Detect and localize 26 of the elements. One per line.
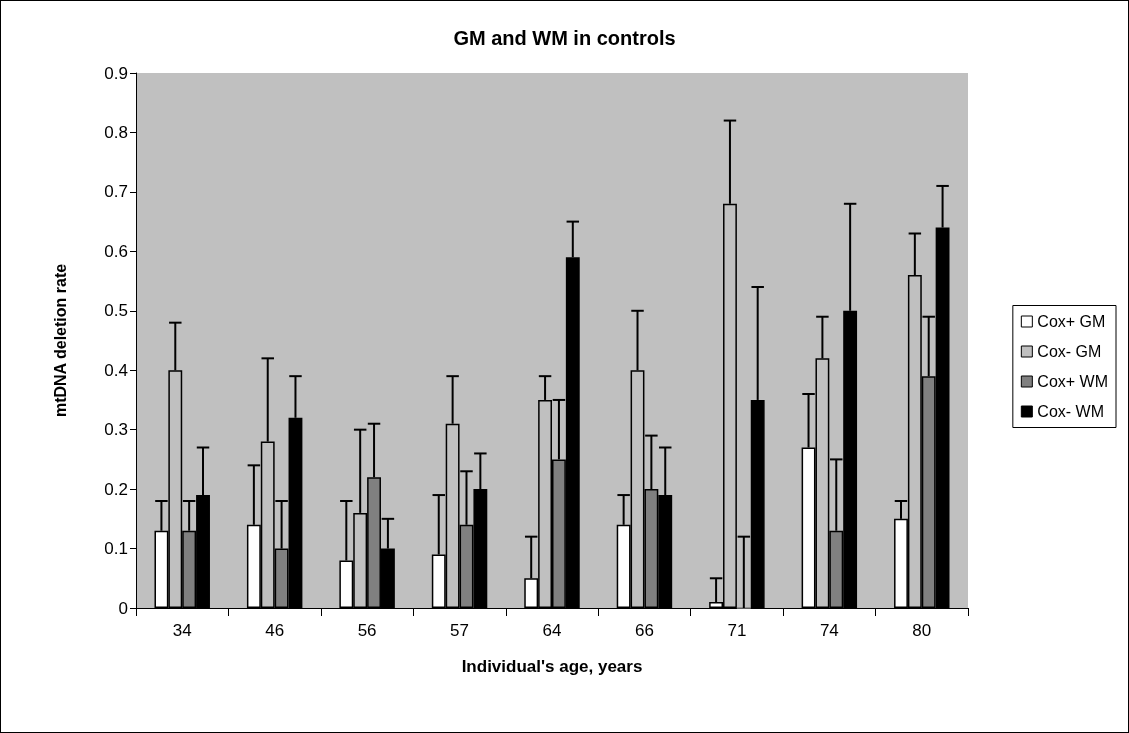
legend-label: Cox+ GM [1037,313,1106,330]
x-tick-label: 56 [357,621,377,640]
y-tick-label: 0.5 [104,301,128,321]
y-tick-label: 0 [118,598,128,618]
y-tick-label: 0.9 [104,63,128,83]
chart-title: GM and WM in controls [453,27,676,49]
x-axis-title: Individual's age, years [461,657,643,676]
x-tick-label: 71 [727,621,747,640]
y-tick-label: 0.8 [104,122,128,142]
legend-label: Cox+ WM [1037,373,1108,390]
y-tick-label: 0.3 [104,420,128,440]
x-tick-label: 46 [265,621,285,640]
x-tick-label: 64 [542,621,562,640]
y-tick-label: 0.2 [104,479,128,499]
x-tick-label: 66 [634,621,654,640]
y-tick-label: 0.6 [104,241,128,261]
x-tick-label: 80 [912,621,932,640]
x-tick-label: 57 [450,621,470,640]
y-tick-label: 0.1 [104,539,128,559]
legend-label: Cox- WM [1037,403,1104,420]
y-axis-title: mtDNA deletion rate [51,263,69,418]
y-tick-label: 0.4 [104,360,128,380]
y-tick-label: 0.7 [104,182,128,202]
legend-label: Cox- GM [1037,343,1102,360]
x-tick-label: 74 [819,621,839,640]
x-tick-label: 34 [172,621,192,640]
